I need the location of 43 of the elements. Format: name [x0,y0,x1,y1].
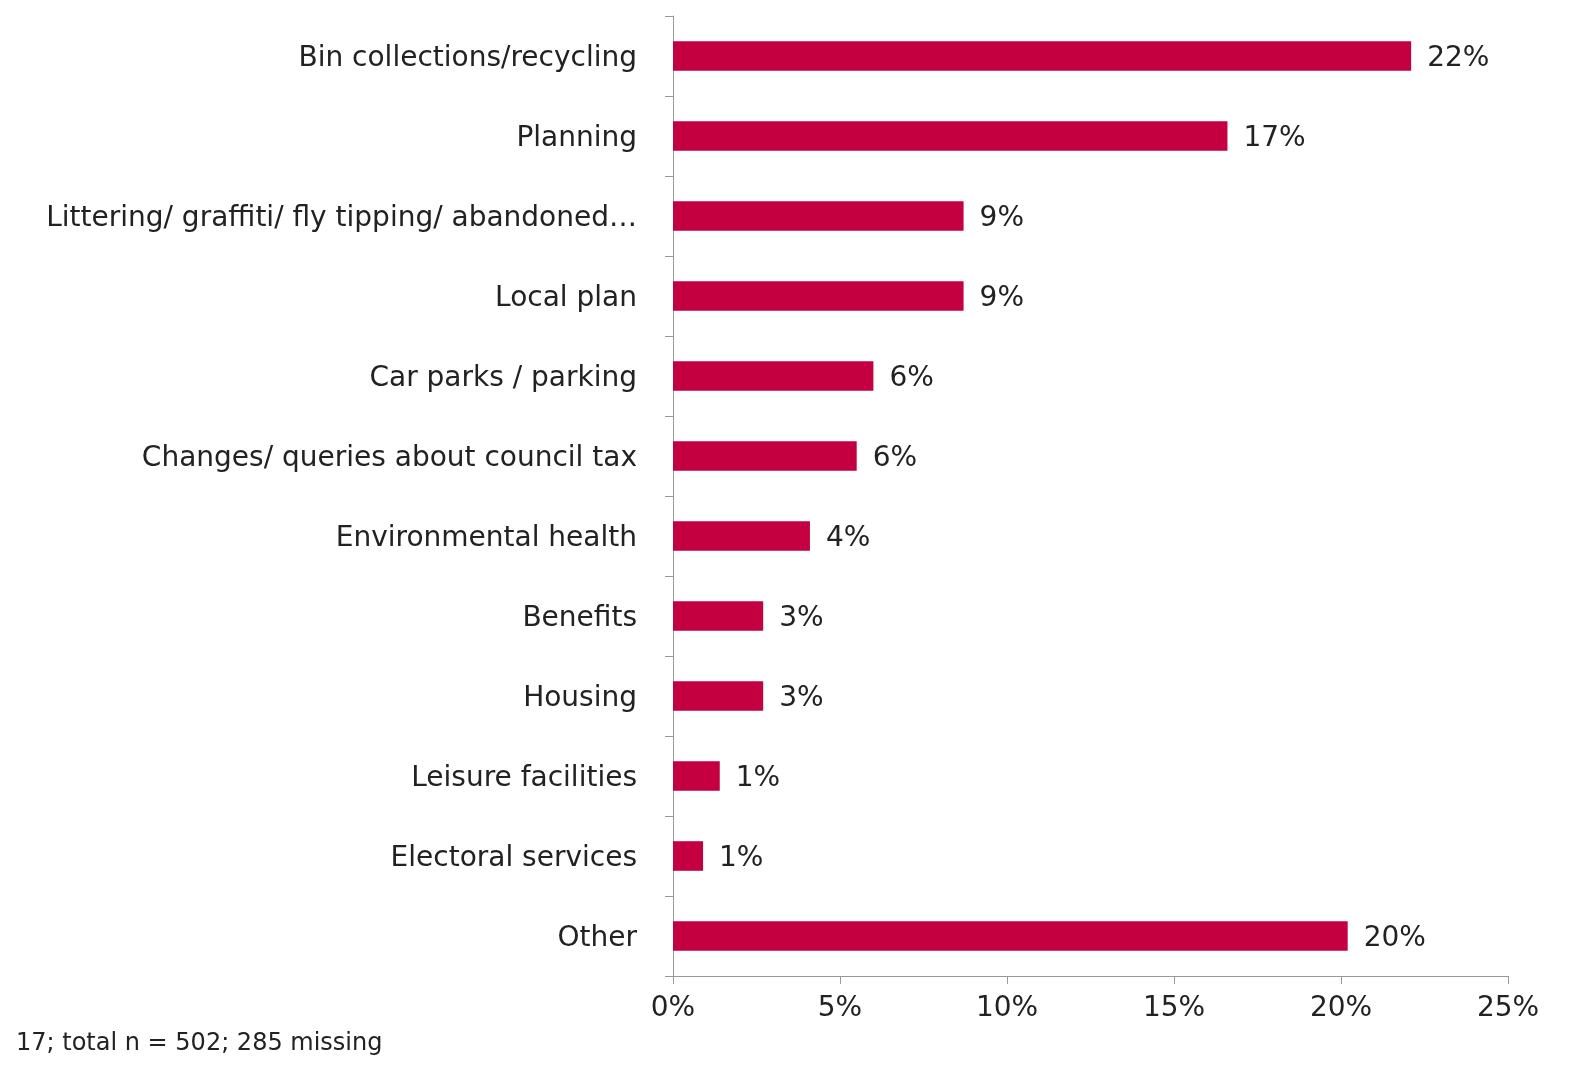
data-label: 4% [825,519,871,553]
data-label: 9% [979,279,1024,313]
x-tick-label: 10% [975,989,1039,1023]
data-label: 3% [779,679,824,713]
y-tick-label: Planning [516,119,637,153]
bar [673,521,810,551]
bar [673,601,764,631]
bar [673,761,720,791]
x-tick-label: 0% [650,989,696,1023]
bar [673,121,1228,151]
data-label: 6% [872,439,918,473]
data-label: 1% [735,759,781,793]
bar [673,41,1412,71]
data-label: 20% [1363,919,1426,953]
bar [673,841,704,871]
data-label: 3% [779,599,824,633]
y-tick-label: Leisure facilities [411,759,637,793]
bar [673,921,1348,951]
y-tick-label: Electoral services [390,839,637,873]
data-label: 22% [1427,39,1490,73]
x-tick-label: 15% [1142,989,1206,1023]
y-tick-label: Changes/ queries about council tax [141,439,637,473]
x-tick-label: 20% [1309,989,1373,1023]
y-tick-label: Environmental health [335,519,637,553]
data-label: 1% [719,839,764,873]
y-tick-label: Benefits [522,599,637,633]
y-tick-label: Bin collections/recycling [298,39,637,73]
text: 17; total n = 502; 285 missing [16,1028,383,1056]
data-label: 6% [889,359,934,393]
y-tick-label: Local plan [495,279,637,313]
y-tick-label: Other [557,919,638,953]
data-label: 17% [1243,119,1306,153]
bar [673,441,857,471]
data-label: 9% [979,199,1024,233]
y-tick-label: Car parks / parking [369,359,637,393]
x-tick-label: 5% [817,989,863,1023]
bar [673,361,874,391]
x-tick-label: 25% [1476,989,1540,1023]
y-tick-label: Housing [523,679,637,713]
y-tick-label: Littering/ graffiti/ fly tipping/ abandoned… [46,199,637,233]
bar [673,201,964,231]
bar [673,281,964,311]
bar [673,681,764,711]
